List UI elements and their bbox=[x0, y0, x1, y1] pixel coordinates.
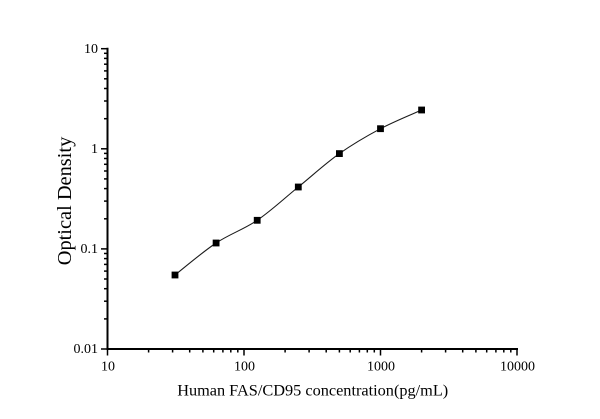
svg-text:0.1: 0.1 bbox=[81, 242, 99, 257]
svg-text:1: 1 bbox=[91, 142, 98, 157]
svg-text:Human FAS/CD95 concentration(p: Human FAS/CD95 concentration(pg/mL) bbox=[177, 381, 448, 400]
svg-text:10000: 10000 bbox=[500, 360, 535, 375]
svg-text:100: 100 bbox=[234, 360, 255, 375]
svg-text:Optical Density: Optical Density bbox=[54, 136, 76, 265]
svg-text:10: 10 bbox=[101, 360, 115, 375]
svg-text:0.01: 0.01 bbox=[74, 342, 99, 357]
svg-text:1000: 1000 bbox=[367, 360, 395, 375]
svg-text:10: 10 bbox=[84, 42, 98, 57]
